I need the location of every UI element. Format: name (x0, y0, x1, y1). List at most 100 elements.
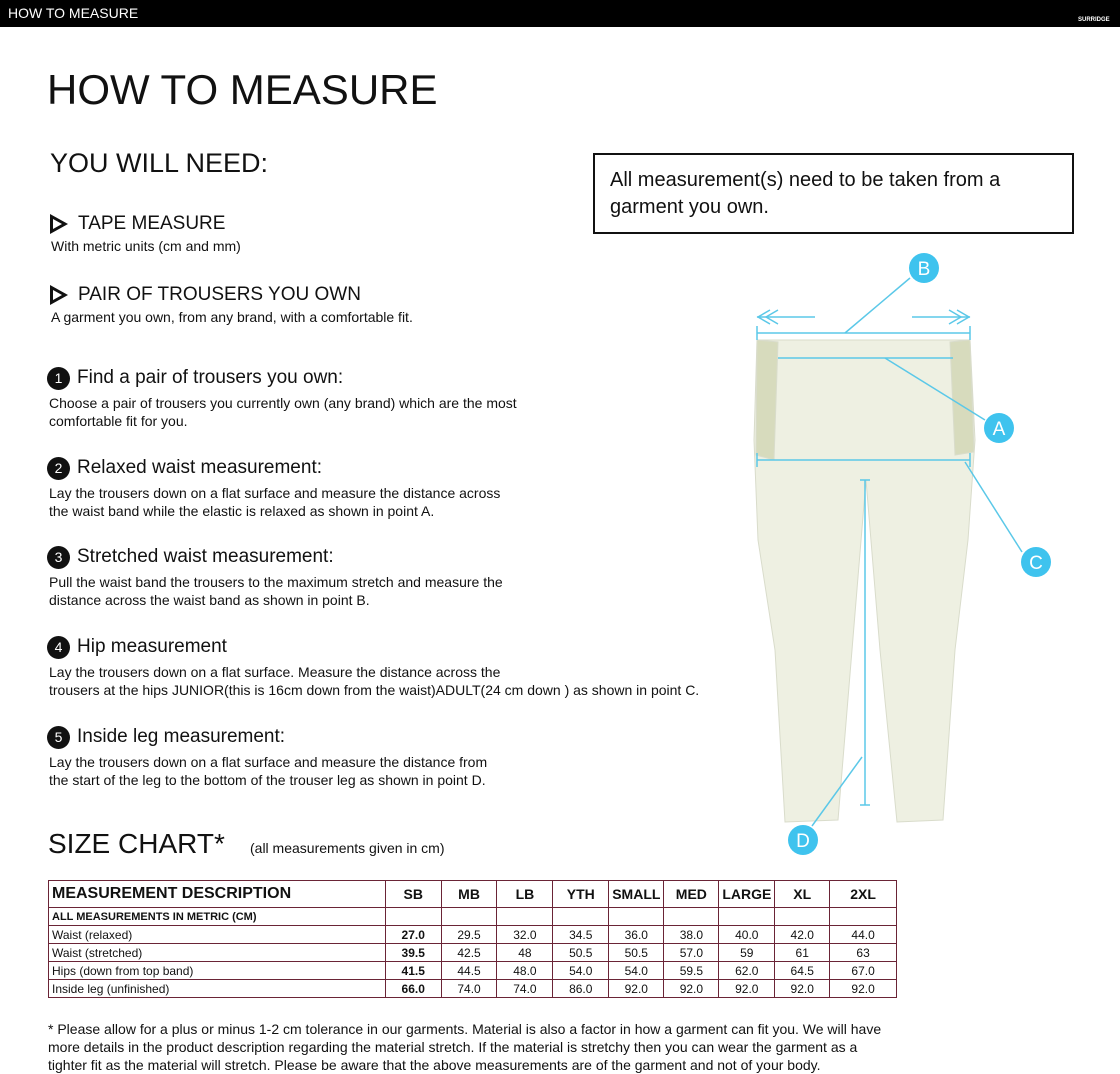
chart-subtitle: (all measurements given in cm) (250, 840, 445, 856)
table-cell (663, 907, 720, 926)
table-cell: Waist (relaxed) (48, 925, 386, 944)
table-row: Waist (stretched) 39.5 42.5 48 50.5 50.5 57.0 5… (48, 943, 897, 962)
measure-lines (756, 277, 1023, 827)
table-cell: 48.0 (496, 961, 554, 980)
table-cell: 74.0 (440, 979, 498, 998)
table-cell: 32.0 (496, 925, 554, 944)
step-text: Lay the trousers down on a flat surface.… (49, 664, 501, 681)
footnote: * Please allow for a plus or minus 1-2 c… (48, 1021, 882, 1073)
size-table: MEASUREMENT DESCRIPTION SB MB LB YTH SMALL MED… (48, 880, 897, 998)
step-text: the start of the leg to the bottom of th… (49, 771, 486, 788)
table-cell (552, 907, 610, 926)
table-cell: 61 (774, 943, 831, 962)
step-text: Lay the trousers down on a flat surface … (49, 753, 488, 770)
table-cell: 27.0 (384, 925, 442, 944)
table-cell: MED (663, 880, 720, 908)
item-text: With metric units (cm and mm) (51, 238, 241, 254)
table-cell: 63 (829, 943, 897, 962)
table-cell: 2XL (829, 880, 897, 908)
step-title: Find a pair of trousers you own: (77, 367, 344, 388)
table-cell (440, 907, 498, 926)
step-title: Stretched waist measurement: (77, 546, 334, 568)
table-cell: 44.5 (440, 961, 498, 980)
table-cell: 92.0 (663, 979, 720, 998)
table-cell (496, 907, 554, 926)
table-cell: 50.5 (552, 943, 610, 962)
table-row: MEASUREMENT DESCRIPTION SB MB LB YTH SMALL MED… (48, 880, 897, 908)
table-cell (384, 907, 442, 926)
step-text: Choose a pair of trousers you currently … (49, 395, 517, 411)
step-number: 1 (47, 367, 70, 390)
table-cell: 92.0 (774, 979, 831, 998)
table-cell: 59.5 (663, 961, 720, 980)
table-row: Hips (down from top band) 41.5 44.5 48.0 54.… (48, 961, 897, 980)
step-title: Inside leg measurement: (77, 725, 286, 747)
step-text: comfortable fit for you. (49, 413, 188, 429)
table-cell: Hips (down from top band) (48, 961, 386, 980)
header-title: HOW TO MEASURE (8, 5, 139, 21)
table-cell: 42.5 (440, 943, 498, 962)
step-text: the waist band while the elastic is rela… (49, 502, 435, 519)
table-cell: MEASUREMENT DESCRIPTION (48, 880, 386, 908)
table-cell: 62.0 (718, 961, 776, 980)
marker (909, 253, 939, 283)
table-cell: 59 (718, 943, 776, 962)
marker-label: C (1029, 553, 1043, 574)
table-cell: 38.0 (663, 925, 720, 944)
table-cell: 36.0 (608, 925, 665, 944)
table-cell: 41.5 (384, 961, 442, 980)
table-cell: 64.5 (774, 961, 831, 980)
item-title: PAIR OF TROUSERS YOU OWN (78, 284, 361, 305)
step-title: Relaxed waist measurement: (77, 456, 322, 478)
triangle-inner (53, 290, 62, 300)
step-text: Lay the trousers down on a flat surface … (49, 484, 501, 501)
table-cell: 66.0 (384, 979, 442, 998)
table-row: Waist (relaxed) 27.0 29.5 32.0 34.5 36.0 38.0 4… (48, 925, 897, 944)
table-row: Inside leg (unfinished) 66.0 74.0 74.0 86.0 9… (48, 979, 897, 998)
table-cell (718, 907, 776, 926)
table-cell: 57.0 (663, 943, 720, 962)
table-cell (608, 907, 665, 926)
table-cell: 39.5 (384, 943, 442, 962)
table-cell: 40.0 (718, 925, 776, 944)
table-cell: MB (440, 880, 498, 908)
section-heading: YOU WILL NEED: (50, 148, 269, 178)
logo: SURRIDGE (1078, 17, 1110, 23)
table-cell: ALL MEASUREMENTS IN METRIC (CM) (48, 907, 386, 926)
step-number: 5 (47, 725, 70, 749)
table-cell: 92.0 (829, 979, 897, 998)
marker-label: A (993, 419, 1006, 440)
table-cell: 34.5 (552, 925, 610, 944)
marker (984, 413, 1014, 443)
table-cell: 42.0 (774, 925, 831, 944)
table-cell: 74.0 (496, 979, 554, 998)
chart-title: SIZE CHART* (48, 828, 225, 859)
step-text: distance across the waist band as shown … (49, 592, 370, 609)
table-cell: Waist (stretched) (48, 943, 386, 962)
step-text: trousers at the hips JUNIOR(this is 16cm… (49, 682, 700, 699)
table-cell: 86.0 (552, 979, 610, 998)
marker-label: B (918, 259, 931, 280)
marker (788, 825, 818, 855)
step-number: 3 (47, 546, 70, 570)
table-cell: SB (384, 880, 442, 908)
table-cell (774, 907, 831, 926)
table-cell: SMALL (608, 880, 665, 908)
item-text: A garment you own, from any brand, with … (51, 309, 413, 325)
triangle-inner (53, 219, 62, 229)
table-cell (829, 907, 897, 926)
table-cell: 54.0 (608, 961, 665, 980)
table-cell: 67.0 (829, 961, 897, 980)
page-title: HOW TO MEASURE (47, 66, 438, 113)
table-cell: Inside leg (unfinished) (48, 979, 386, 998)
step-title: Hip measurement (77, 636, 227, 658)
table-cell: 92.0 (608, 979, 665, 998)
step-text: Pull the waist band the trousers to the … (49, 574, 503, 591)
table-row: ALL MEASUREMENTS IN METRIC (CM) (48, 907, 897, 926)
table-cell: 54.0 (552, 961, 610, 980)
item-title: TAPE MEASURE (78, 213, 226, 234)
table-cell: 92.0 (718, 979, 776, 998)
table-cell: 44.0 (829, 925, 897, 944)
